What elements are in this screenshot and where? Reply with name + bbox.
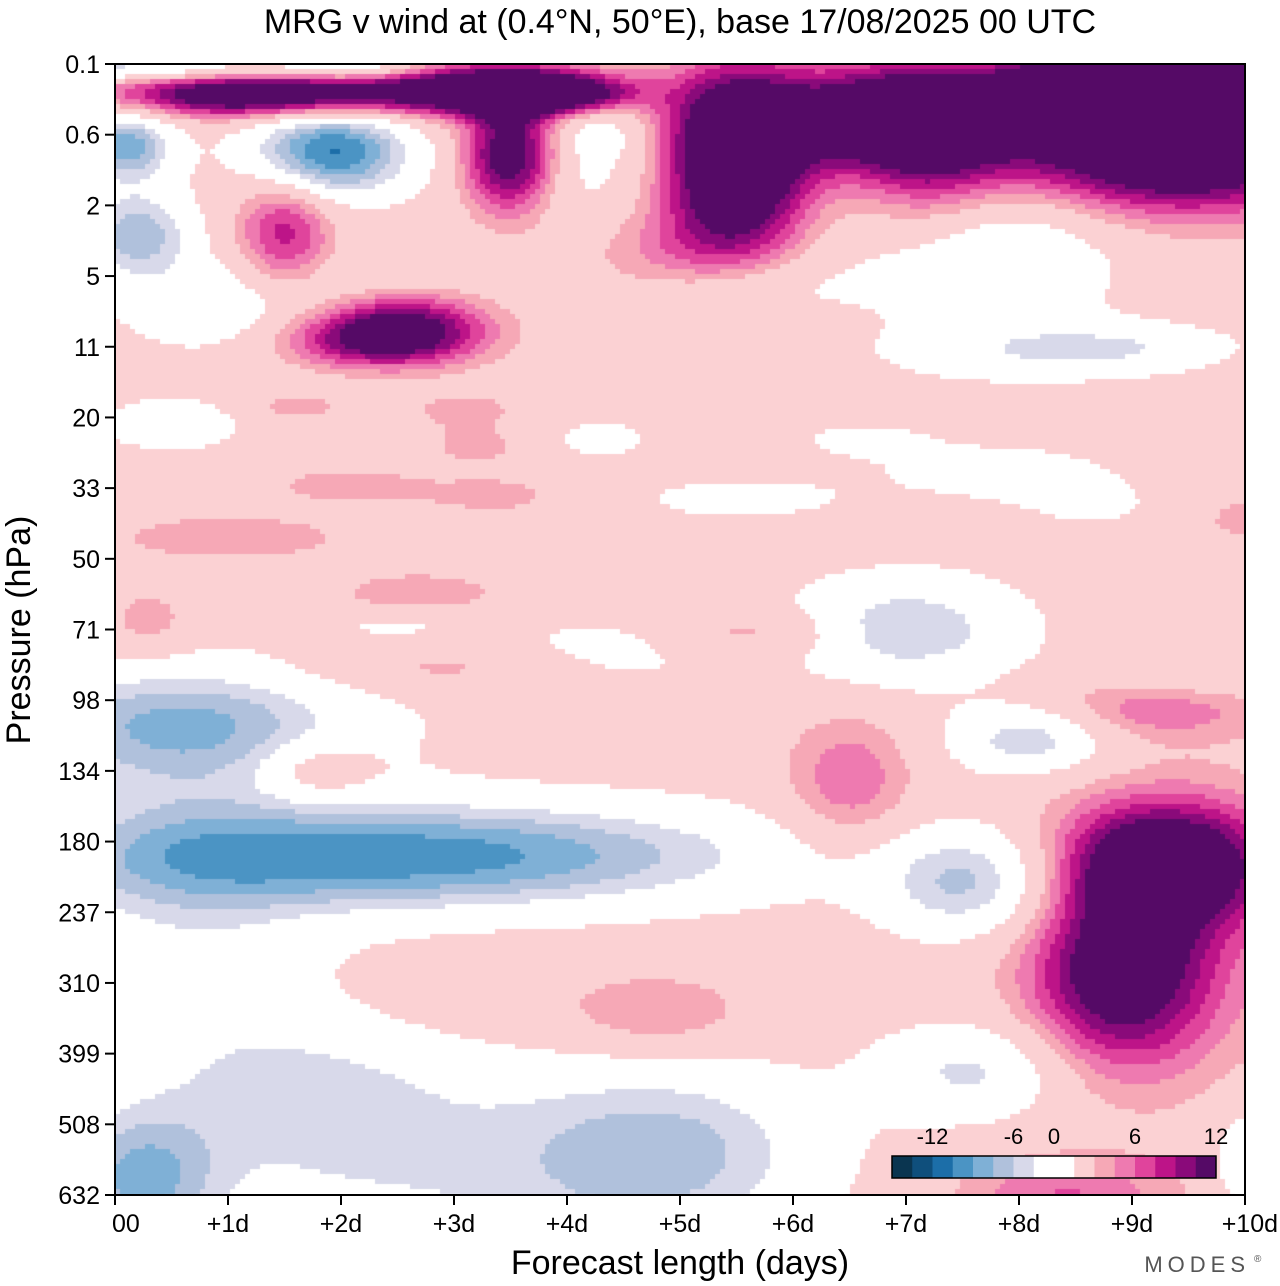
y-tick-label: 98 (72, 687, 100, 715)
colorbar-segment (932, 1156, 954, 1178)
y-tick-label: 20 (72, 404, 100, 432)
colorbar-label: 0 (1048, 1124, 1060, 1149)
y-tick-label: 134 (58, 758, 100, 786)
y-tick-label: 180 (58, 829, 100, 857)
colorbar-segment (1155, 1156, 1176, 1178)
registered-mark: ® (1254, 1254, 1262, 1265)
x-tick-label: +9d (1111, 1210, 1153, 1238)
colorbar-segment (1094, 1156, 1116, 1178)
y-tick-label: 0.1 (65, 51, 100, 79)
colorbar-segment (1054, 1156, 1075, 1178)
colorbar-frame (891, 1155, 1217, 1179)
colorbar-segment (952, 1156, 974, 1178)
y-tick-label: 508 (58, 1111, 100, 1139)
colorbar: -12 -6 0 6 12 (891, 1124, 1228, 1179)
y-tick-label: 50 (72, 546, 100, 574)
x-tick-label: +8d (998, 1210, 1040, 1238)
x-tick-label: +7d (885, 1210, 927, 1238)
colorbar-segment (912, 1156, 933, 1178)
colorbar-segment (1195, 1156, 1217, 1178)
x-tick-label: +10d (1222, 1210, 1278, 1238)
contour-field (115, 64, 1245, 1195)
y-tick-label: 0.6 (65, 122, 100, 150)
y-tick-label: 237 (58, 899, 100, 927)
y-tick-label: 399 (58, 1041, 100, 1069)
y-tick-label: 310 (58, 970, 100, 998)
colorbar-segment (1074, 1156, 1095, 1178)
colorbar-segment (1175, 1156, 1197, 1178)
x-tick-label: +5d (659, 1210, 701, 1238)
y-tick-label: 2 (86, 192, 100, 220)
y-tick-label: 632 (58, 1182, 100, 1210)
x-axis: 00 +1d +2d +3d +4d +5d +6d +7d +8d +9d +10d (112, 1195, 1278, 1238)
y-tick-label: 33 (72, 475, 100, 503)
y-tick-label: 5 (86, 263, 100, 291)
colorbar-label: 12 (1204, 1124, 1228, 1149)
x-tick-label: 00 (112, 1210, 140, 1238)
colorbar-segment (1033, 1156, 1055, 1178)
colorbar-label: -12 (917, 1124, 949, 1149)
contour-fill (115, 64, 1245, 1195)
chart-title: MRG v wind at (0.4°N, 50°E), base 17/08/… (264, 3, 1096, 41)
colorbar-segment (993, 1156, 1014, 1178)
y-axis: 0.1 0.6 2 5 11 20 33 50 71 98 134 180 237 310 399 508 63… (58, 51, 115, 1210)
colorbar-segment (1013, 1156, 1035, 1178)
x-axis-title: Forecast length (days) (511, 1244, 849, 1282)
y-tick-label: 11 (74, 334, 100, 362)
colorbar-label: 6 (1129, 1124, 1141, 1149)
x-tick-label: +6d (772, 1210, 814, 1238)
x-tick-label: +1d (207, 1210, 249, 1238)
y-tick-label: 71 (72, 617, 100, 645)
x-tick-label: +3d (433, 1210, 475, 1238)
colorbar-segment (892, 1156, 913, 1178)
y-axis-title: Pressure (hPa) (0, 516, 38, 745)
colorbar-label: -6 (1004, 1124, 1024, 1149)
colorbar-segment (1135, 1156, 1156, 1178)
x-tick-label: +2d (320, 1210, 362, 1238)
colorbar-segment (973, 1156, 994, 1178)
x-tick-label: +4d (546, 1210, 588, 1238)
modes-logo-text: MODES (1144, 1252, 1250, 1277)
colorbar-segment (1114, 1156, 1136, 1178)
